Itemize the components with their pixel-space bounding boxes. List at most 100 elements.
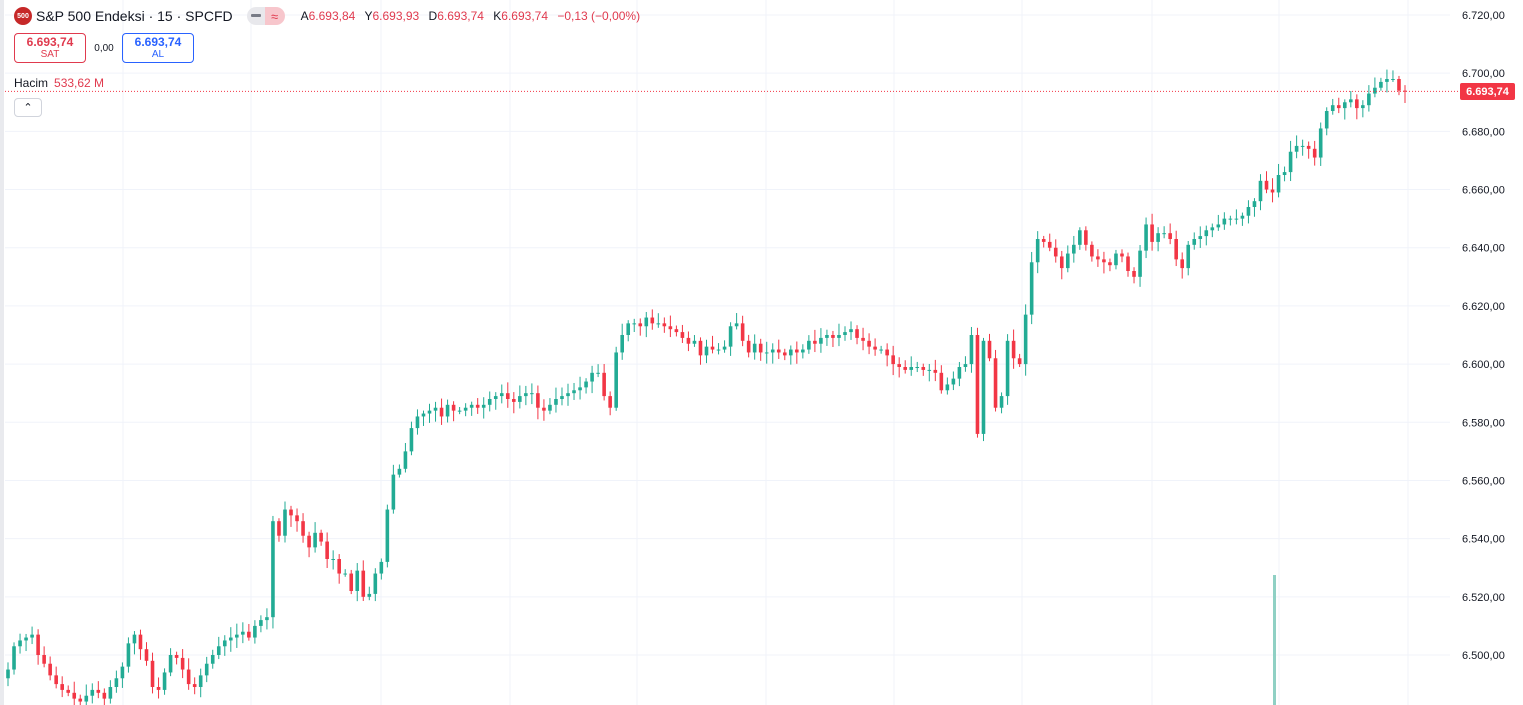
- candle-body: [78, 698, 83, 702]
- candle-body: [1210, 227, 1215, 231]
- candle-body: [301, 521, 305, 536]
- candle-body: [650, 317, 655, 324]
- y-tick-label: 6.580,00: [1462, 417, 1505, 429]
- candle-body: [325, 541, 329, 559]
- candle-body: [590, 372, 594, 382]
- candle-body: [1150, 224, 1154, 242]
- candle-body: [1355, 99, 1359, 109]
- candle-body: [6, 669, 10, 679]
- candle-body: [24, 637, 28, 641]
- candle-body: [1090, 244, 1094, 257]
- candle-body: [1234, 218, 1239, 220]
- candle-body: [915, 367, 920, 368]
- candle-body: [421, 413, 426, 417]
- candle-body: [626, 323, 631, 335]
- candles: [6, 69, 1407, 705]
- candle-body: [277, 521, 281, 536]
- candle-body: [680, 332, 685, 338]
- candle-body: [259, 620, 263, 626]
- candle-body: [487, 399, 492, 405]
- y-tick-label: 6.540,00: [1462, 534, 1505, 546]
- open-label: A: [300, 9, 309, 23]
- high-value: 6.693,93: [372, 9, 420, 23]
- candle-body: [1379, 81, 1383, 88]
- candle-body: [499, 393, 504, 397]
- candle-body: [578, 387, 582, 391]
- candle-body: [391, 474, 396, 510]
- y-tick-label: 6.660,00: [1462, 185, 1505, 197]
- close-value: 6.693,74: [501, 9, 549, 23]
- candle-body: [1011, 340, 1016, 359]
- open-value: 6.693,84: [308, 9, 356, 23]
- collapse-legend-button[interactable]: ⌃: [14, 98, 42, 117]
- candle-body: [776, 349, 781, 353]
- candle-body: [1270, 189, 1275, 193]
- candle-body: [1336, 105, 1341, 109]
- buy-button[interactable]: 6.693,74 AL: [122, 33, 194, 63]
- volume-bars: [1273, 575, 1276, 705]
- candle-body: [48, 663, 52, 676]
- candle-body: [403, 451, 408, 469]
- candle-body: [1264, 180, 1269, 190]
- candle-body: [801, 349, 805, 353]
- symbol-logo[interactable]: 500: [14, 7, 32, 25]
- candle-body: [722, 346, 727, 350]
- candle-body: [114, 678, 119, 687]
- candle-body: [530, 393, 534, 395]
- candle-body: [361, 570, 366, 597]
- candle-body: [867, 340, 871, 347]
- candle-body: [1342, 102, 1347, 109]
- candle-body: [156, 687, 161, 690]
- candle-body: [379, 561, 384, 574]
- sell-button[interactable]: 6.693,74 SAT: [14, 33, 86, 63]
- candle-body: [1023, 314, 1028, 365]
- candle-body: [855, 329, 859, 338]
- candle-body: [752, 343, 757, 353]
- candle-body: [1318, 128, 1323, 158]
- candle-body: [1120, 253, 1124, 257]
- candle-body: [36, 634, 40, 655]
- candle-body: [1072, 244, 1076, 254]
- approx-icon[interactable]: ≈: [264, 7, 285, 25]
- candle-body: [1367, 93, 1371, 106]
- candle-body: [560, 396, 564, 399]
- candle-body: [1258, 180, 1263, 202]
- candle-body: [758, 343, 763, 353]
- candle-body: [1102, 259, 1106, 263]
- candle-body: [999, 396, 1004, 408]
- chart-legend: 500 S&P 500 Endeksi · 15 · SPCFD ≈ A6.69…: [14, 7, 640, 25]
- candle-body: [542, 407, 546, 411]
- candle-body: [1246, 207, 1251, 216]
- y-tick-label: 6.560,00: [1462, 475, 1505, 487]
- volume-value: 533,62 M: [54, 76, 105, 90]
- close-label: K: [493, 9, 502, 23]
- candle-body: [686, 337, 691, 344]
- trade-panel: 6.693,74 SAT 0,00 6.693,74 AL: [14, 33, 194, 63]
- candle-body: [481, 404, 486, 408]
- candle-body: [819, 337, 823, 344]
- candle-body: [987, 340, 992, 359]
- candle-body: [397, 468, 402, 475]
- candle-body: [1174, 239, 1178, 260]
- candle-body: [1300, 145, 1305, 147]
- candle-body: [1108, 262, 1112, 266]
- candle-body: [355, 570, 360, 591]
- candle-body: [903, 367, 908, 370]
- candle-body: [367, 593, 372, 597]
- candle-body: [192, 684, 197, 687]
- dash-icon[interactable]: [246, 7, 265, 25]
- candle-body: [662, 323, 667, 327]
- candle-body: [861, 337, 865, 341]
- candle-body: [837, 335, 841, 338]
- candle-body: [1156, 233, 1160, 242]
- change-value: −0,13 (−0,00%): [557, 9, 641, 23]
- candle-body: [144, 649, 149, 661]
- candle-body: [1078, 230, 1082, 245]
- candle-body: [96, 689, 101, 693]
- candle-body: [897, 364, 901, 367]
- candle-body: [813, 340, 817, 344]
- candle-body: [512, 399, 516, 402]
- symbol-title[interactable]: S&P 500 Endeksi · 15 · SPCFD: [36, 8, 233, 24]
- candle-body: [963, 364, 968, 367]
